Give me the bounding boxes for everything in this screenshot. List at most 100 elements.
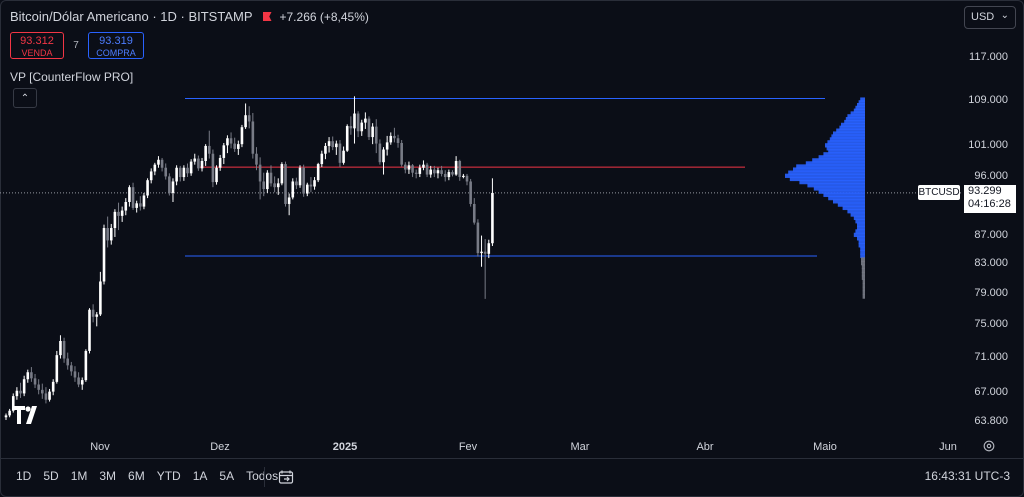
candle-body [4, 415, 8, 418]
candle-body [465, 175, 469, 182]
volume-profile-bar [860, 97, 865, 102]
candle-body [273, 183, 276, 188]
candle-body [153, 164, 157, 172]
collapse-indicators-button[interactable]: ⌃ [13, 88, 37, 108]
buy-button[interactable]: 93.319 COMPRA [88, 32, 144, 59]
volume-profile-bar [858, 100, 865, 105]
candle-body [345, 126, 349, 151]
candle-body [400, 142, 403, 165]
candle-body [396, 138, 400, 143]
price-axis[interactable]: 117.000109.000101.00096.00091.00087.0008… [962, 35, 1024, 435]
volume-profile-bar [793, 167, 865, 172]
candle-body [124, 202, 128, 211]
candle-body [335, 143, 338, 148]
candle-body [95, 314, 99, 317]
price-change: +7.266 (+8,45%) [279, 9, 369, 24]
candle-body [305, 184, 309, 194]
candle-body [66, 358, 70, 366]
candle-body [99, 281, 102, 315]
price-tick: 71.000 [974, 350, 1008, 363]
candle-body [186, 167, 189, 174]
candle-body [414, 172, 418, 174]
price-tick: 75.000 [974, 317, 1008, 330]
price-chart[interactable] [0, 0, 962, 432]
candle-body [178, 167, 182, 178]
volume-profile-bar [847, 114, 865, 119]
price-tick: 79.000 [974, 286, 1008, 299]
clock-timezone[interactable]: 16:43:31 UTC-3 [924, 469, 1010, 483]
candle-body [26, 372, 30, 380]
volume-profile-bar [805, 161, 865, 166]
candle-body [454, 160, 458, 175]
price-tick: 83.000 [974, 257, 1008, 270]
candle-body [382, 149, 385, 163]
candle-body [168, 176, 171, 193]
candle-body [353, 113, 356, 129]
candle-body [19, 390, 22, 394]
candle-body [331, 141, 334, 148]
time-tick: Dez [210, 441, 230, 453]
current-symbol-label: BTCUSD [918, 185, 960, 200]
candle-body [218, 157, 222, 168]
candle-body [338, 143, 342, 163]
sell-button[interactable]: 93.312 VENDA [10, 32, 64, 59]
time-axis[interactable]: Nov Dez 2025 Fev Mar Abr Maio Jun [0, 434, 962, 456]
candle-body [135, 203, 138, 208]
candle-body [472, 203, 476, 223]
candle-body [407, 165, 411, 170]
bar-countdown: 04:16:28 [968, 198, 1011, 210]
candle-body [302, 167, 305, 194]
calendar-goto-icon[interactable] [278, 469, 294, 485]
candle-body [360, 122, 364, 132]
price-tick: 117.000 [969, 51, 1008, 64]
candle-body [447, 172, 451, 178]
indicator-label[interactable]: VP [CounterFlow PRO] [10, 70, 134, 84]
volume-profile-bar [861, 264, 865, 269]
candle-body [462, 175, 465, 178]
volume-profile-bar [827, 140, 865, 145]
volume-profile-bar [861, 268, 865, 273]
candle-body [429, 169, 433, 175]
range-button-6m[interactable]: 6M [128, 469, 145, 483]
currency-select[interactable]: USD ⌄ [964, 6, 1016, 29]
flag-icon[interactable] [262, 12, 272, 21]
tradingview-logo[interactable] [14, 406, 42, 424]
volume-profile-bar [858, 239, 865, 244]
candle-body [207, 145, 211, 154]
candle-body [255, 153, 258, 165]
candle-body [251, 121, 255, 154]
candle-body [418, 167, 422, 174]
candle-body [469, 181, 472, 204]
volume-profile-bar [812, 158, 865, 163]
candle-body [295, 181, 298, 186]
range-button-5d[interactable]: 5D [43, 469, 59, 483]
volume-profile-bar [850, 111, 865, 116]
volume-profile-bar [839, 125, 865, 130]
candle-body [247, 115, 251, 122]
volume-profile-bar [823, 152, 865, 157]
range-button-1m[interactable]: 1M [70, 469, 88, 483]
range-button-1a[interactable]: 1A [192, 469, 208, 483]
gear-icon[interactable] [982, 439, 996, 453]
candle-body [316, 164, 320, 181]
candle-body [266, 172, 269, 190]
range-button-1d[interactable]: 1D [16, 469, 32, 483]
candle-body [356, 113, 360, 132]
time-tick: Jun [939, 441, 957, 453]
range-button-todos[interactable]: Todos [246, 469, 279, 483]
sell-price: 93.312 [20, 35, 54, 47]
candle-body [378, 143, 382, 163]
currency-label: USD [971, 11, 995, 23]
candle-body [44, 393, 48, 400]
range-button-3m[interactable]: 3M [99, 469, 117, 483]
volume-profile-bar [858, 243, 865, 248]
candle-body [204, 145, 207, 161]
candle-body [393, 135, 396, 139]
candle-body [117, 211, 120, 216]
range-button-ytd[interactable]: YTD [156, 469, 181, 483]
range-button-5a[interactable]: 5A [219, 469, 235, 483]
price-tick: 63.800 [974, 415, 1008, 427]
volume-profile-bar [855, 219, 865, 224]
symbol-title[interactable]: Bitcoin/Dólar Americano · 1D · BITSTAMP [10, 9, 253, 24]
candle-body [443, 173, 447, 178]
